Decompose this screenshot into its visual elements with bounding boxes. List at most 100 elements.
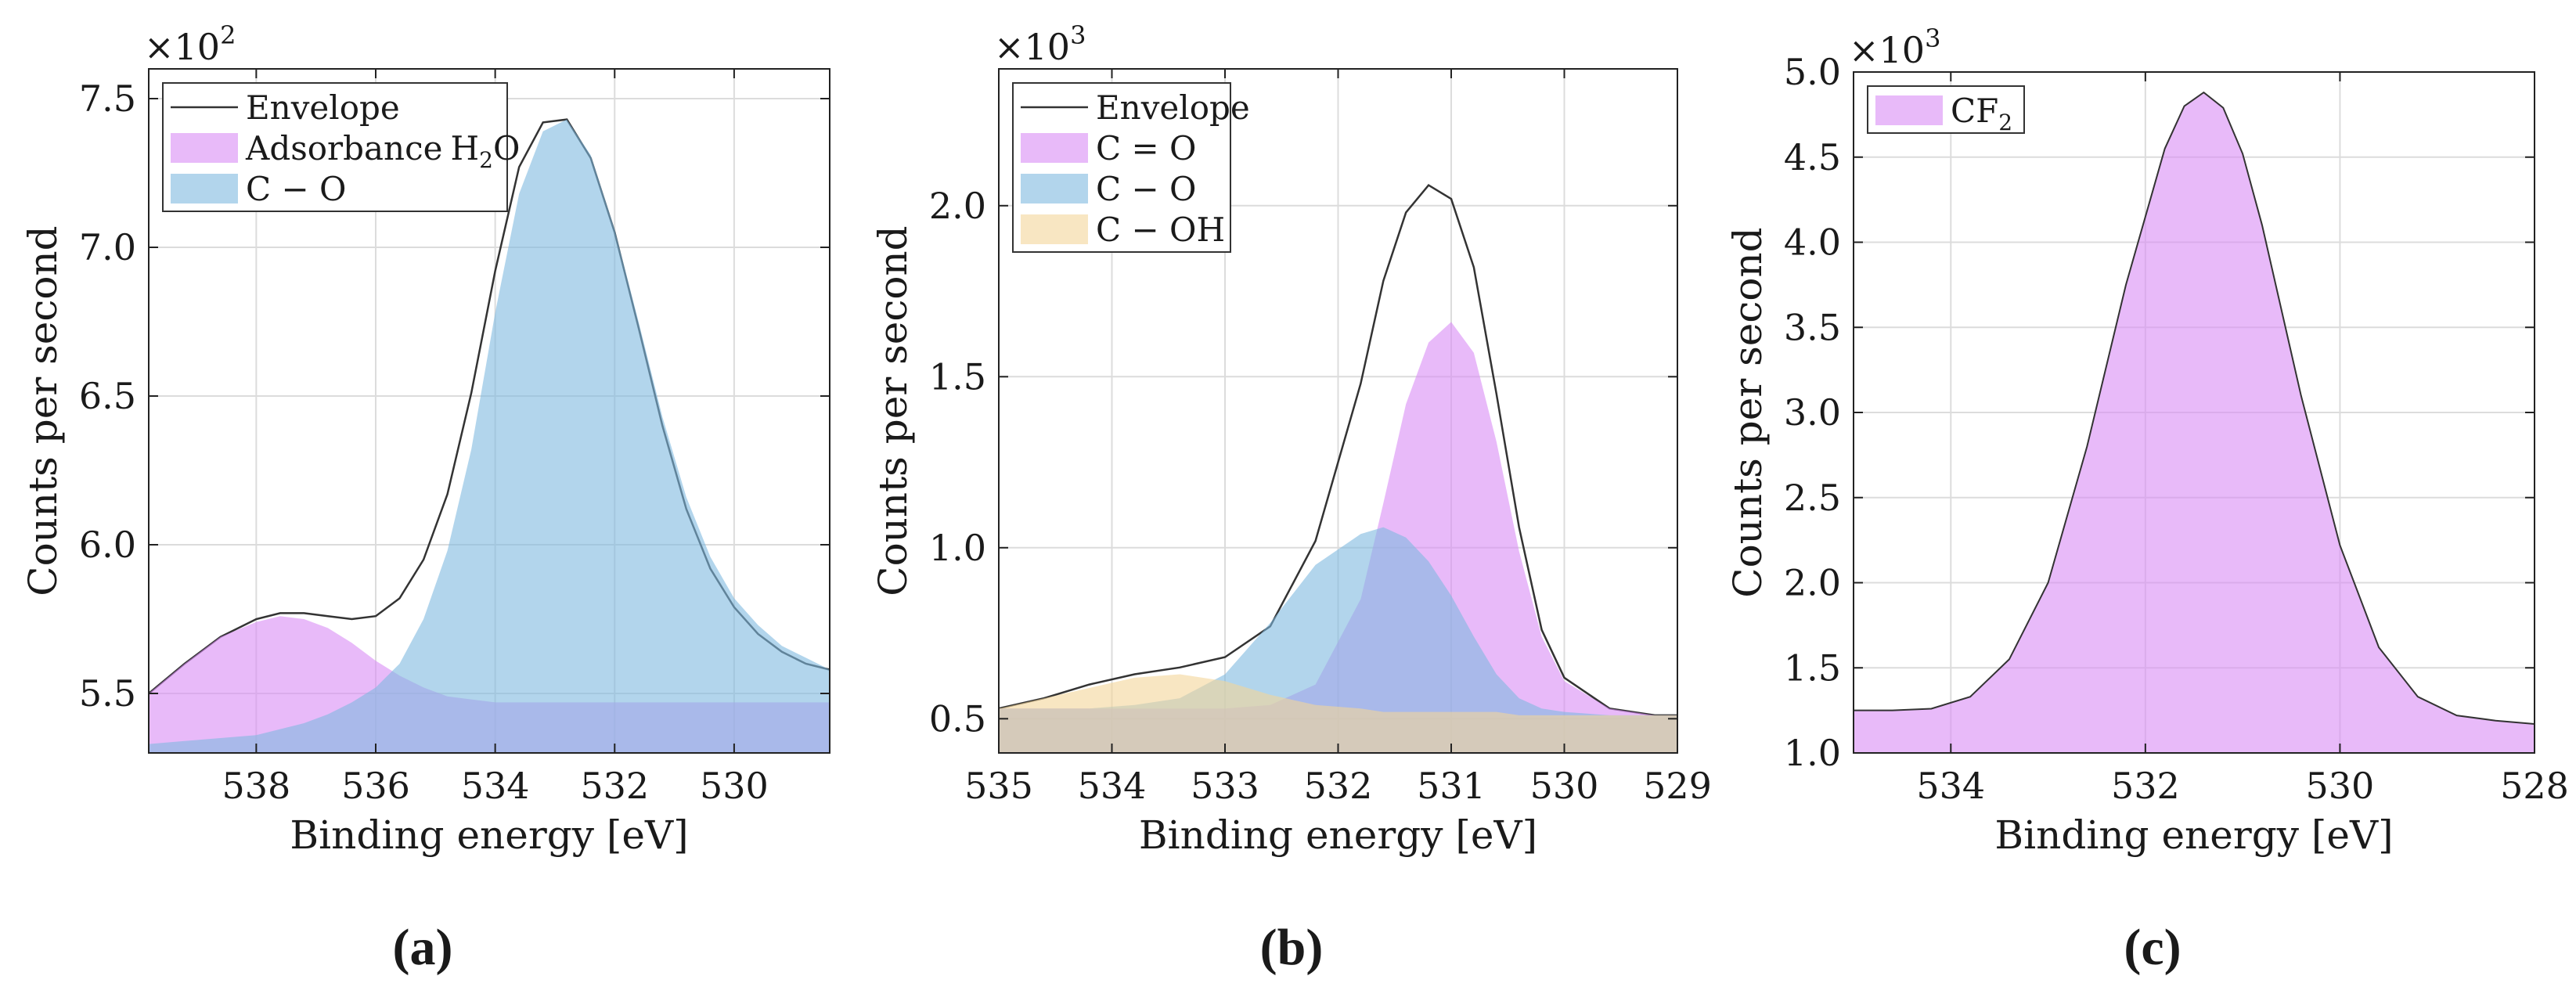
- plot-area: [999, 183, 1677, 753]
- y-tick-label: 1.5: [1784, 646, 1841, 689]
- legend-sub-prefix: H: [451, 129, 480, 167]
- y-tick-label: 1.0: [929, 527, 986, 569]
- envelope-line: [999, 183, 1677, 717]
- panel-caption: (b): [1260, 919, 1324, 976]
- y-tick-label: 2.5: [1784, 477, 1841, 519]
- legend-swatch: [1021, 133, 1088, 163]
- x-tick-label: 533: [1191, 765, 1259, 807]
- legend-item: C − OH: [1021, 211, 1225, 249]
- y-tick-label: 4.5: [1784, 136, 1841, 178]
- legend-swatch: [171, 174, 238, 203]
- legend-label: Adsorbance H2O: [245, 129, 520, 173]
- y-tick-label: 1.5: [929, 355, 986, 398]
- x-tick-label: 536: [341, 765, 410, 807]
- chart-panel-3: 534 532 530 528 1.0 1.5 2.0 2.5 3.0 3.5 4.0 4.5 5.0×…: [1725, 23, 2569, 976]
- legend-name: C = O: [1096, 129, 1196, 167]
- panel-caption: (c): [2124, 919, 2181, 976]
- y-tick-label: 2.0: [929, 185, 986, 227]
- x-axis-label: Binding energy [eV]: [1994, 812, 2393, 858]
- y-tick-label: 1.0: [1784, 732, 1841, 774]
- x-tick-label: 530: [2306, 765, 2375, 807]
- legend-label: C − O: [1096, 170, 1196, 208]
- x-tick-label: 531: [1417, 765, 1486, 807]
- exponent-base: ×10: [994, 26, 1070, 68]
- y-axis-label: Counts per second: [870, 225, 916, 596]
- x-tick-label: 530: [1530, 765, 1599, 807]
- exponent-power: 2: [220, 20, 236, 50]
- legend-label: CF2: [1951, 92, 2012, 135]
- legend-item: C − O: [171, 170, 346, 208]
- series-area-4: [999, 674, 1677, 753]
- y-tick-label: 4.0: [1784, 221, 1841, 264]
- series-area-1: [1854, 92, 2535, 753]
- legend-name: Envelope: [1096, 88, 1250, 127]
- y-tick-label: 6.0: [79, 524, 136, 566]
- series-outline: [1854, 91, 2535, 725]
- x-axis-label: Binding energy [eV]: [290, 812, 688, 858]
- x-tick-label: 532: [1304, 765, 1373, 807]
- y-tick-label: 5.5: [79, 672, 136, 715]
- legend-label: Envelope: [1096, 88, 1250, 127]
- legend-swatch: [1875, 95, 1943, 125]
- x-tick-label: 529: [1643, 765, 1712, 807]
- y-tick-label: 6.5: [79, 375, 136, 417]
- series-area-2: [999, 322, 1677, 753]
- chart-panel-1: 538 536 534 532 530 5.5 6.0 6.5 7.0 7.5×102 Bindin…: [20, 20, 830, 976]
- x-tick-label: 532: [580, 765, 649, 807]
- exponent-base: ×10: [1849, 29, 1925, 71]
- exponent-power: 3: [1925, 23, 1940, 53]
- legend-label: C = O: [1096, 129, 1196, 167]
- legend-name: CF: [1951, 92, 1998, 130]
- legend-swatch: [1021, 174, 1088, 203]
- legend-name: C − O: [246, 170, 346, 208]
- legend-swatch: [1021, 214, 1088, 244]
- x-tick-label: 534: [461, 765, 530, 807]
- chart-panel-2: 535 534 533 532 531 530 529 0.5 1.0 1.5 2.0 ×103 Bin…: [870, 20, 1712, 976]
- legend-subscript: 2: [1998, 110, 2012, 135]
- legend-item: Envelope: [171, 88, 400, 127]
- x-tick-label: 530: [700, 765, 769, 807]
- x-axis-label: Binding energy [eV]: [1139, 812, 1537, 858]
- axes-frame: [148, 68, 830, 754]
- legend-swatch: [171, 133, 238, 163]
- axis-exponent: ×103: [994, 20, 1086, 68]
- x-tick-label: 532: [2111, 765, 2180, 807]
- plot-area: [1854, 91, 2535, 753]
- y-tick-label: 5.0: [1784, 51, 1841, 93]
- y-tick-label: 3.5: [1784, 306, 1841, 348]
- x-tick-label: 535: [964, 765, 1033, 807]
- legend-item: C − O: [1021, 170, 1196, 208]
- y-tick-label: 7.0: [79, 226, 136, 268]
- y-tick-label: 7.5: [79, 77, 136, 120]
- y-tick-label: 3.0: [1784, 391, 1841, 434]
- legend-item: Envelope: [1021, 88, 1250, 127]
- legend-name: C − O: [1096, 170, 1196, 208]
- x-tick-label: 534: [1916, 765, 1985, 807]
- y-tick-label: 0.5: [929, 697, 986, 740]
- legend-label: Envelope: [246, 88, 400, 127]
- legend-item: CF2: [1875, 92, 2012, 135]
- y-axis-label: Counts per second: [20, 225, 66, 596]
- series-area-3: [999, 527, 1677, 753]
- x-tick-label: 528: [2500, 765, 2569, 807]
- y-tick-label: 2.0: [1784, 562, 1841, 604]
- exponent-power: 3: [1070, 20, 1086, 50]
- legend-item: C = O: [1021, 129, 1196, 167]
- x-tick-label: 534: [1078, 765, 1147, 807]
- axis-exponent: ×103: [1849, 23, 1940, 71]
- series-area-3: [149, 119, 830, 753]
- legend-label: C − OH: [1096, 211, 1225, 249]
- legend-name: Envelope: [246, 88, 400, 127]
- plot-area: [149, 118, 830, 753]
- legend-item: Adsorbance H2O: [171, 129, 520, 173]
- exponent-base: ×10: [144, 26, 220, 68]
- panel-caption: (a): [393, 919, 453, 976]
- x-tick-label: 538: [222, 765, 290, 807]
- y-axis-label: Counts per second: [1725, 227, 1771, 597]
- legend-suffix: O: [493, 129, 520, 167]
- legend-name: C − OH: [1096, 211, 1225, 249]
- legend-label: C − O: [246, 170, 346, 208]
